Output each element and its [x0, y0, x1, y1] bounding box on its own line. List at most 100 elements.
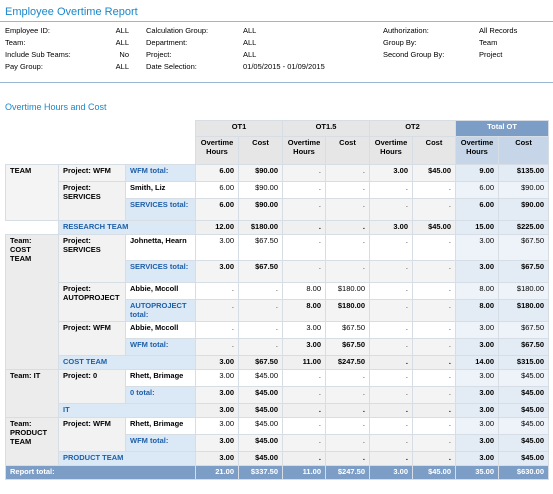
param-value: All Records	[479, 26, 518, 35]
project-label: Project: WFM	[58, 164, 126, 182]
cell-value: .	[282, 260, 327, 283]
table-row: Project: SERVICES Smith, Liz 6.00 $90.00…	[6, 181, 550, 221]
param-value: ALL	[243, 26, 257, 35]
report-total-row: Report total: 21.00 $337.50 11.00 $247.5…	[4, 465, 550, 480]
cell-value: .	[369, 434, 414, 452]
cell-value: .	[369, 321, 414, 339]
cell-value: 6.00	[195, 181, 240, 199]
param-label: Pay Group:	[5, 62, 43, 71]
cell-value: .	[369, 451, 414, 466]
cell-value: .	[282, 164, 327, 182]
cell-value: .	[412, 355, 457, 370]
col-header: Overtime Hours	[195, 136, 240, 165]
cell-value: .	[325, 260, 371, 283]
cell-value: .	[325, 369, 371, 387]
cell-value: 3.00	[455, 434, 500, 452]
cell-value: 6.00	[455, 198, 500, 221]
cell-value: .	[412, 282, 457, 300]
cell-value: .	[412, 181, 457, 199]
team-total-label: IT	[57, 403, 197, 418]
employee-name: Rhett, Brimage	[124, 417, 197, 435]
cell-value: .	[412, 260, 457, 283]
cell-value: 3.00	[455, 386, 500, 404]
cell-value: $90.00	[238, 181, 284, 199]
col-header: Cost	[238, 136, 284, 165]
param-label: Date Selection:	[146, 62, 197, 71]
cell-value: $45.00	[498, 386, 550, 404]
cell-value: .	[369, 338, 414, 356]
subtotal-label: WFM total:	[124, 164, 197, 182]
employee-name: Smith, Liz	[124, 181, 197, 199]
subtotal-label: WFM total:	[124, 338, 197, 356]
col-header: Cost	[498, 136, 550, 165]
cell-value: 21.00	[195, 465, 240, 480]
cell-value: $45.00	[412, 220, 457, 235]
param-row: Pay Group: ALL Date Selection: 01/05/201…	[5, 61, 548, 73]
cell-value: .	[325, 417, 371, 435]
cell-value: $45.00	[498, 434, 550, 452]
cell-value: .	[325, 220, 371, 235]
table-row: Project: AUTOPROJECT Abbie, Mccoll . . 8…	[6, 282, 550, 322]
cell-value: 3.00	[455, 369, 500, 387]
cell-value: $180.00	[325, 299, 371, 322]
param-value: ALL	[243, 50, 257, 59]
cell-value: $90.00	[498, 198, 550, 221]
table-row: Team: IT Project: 0 Rhett, Brimage 3.00 …	[5, 369, 550, 418]
cell-value: 3.00	[369, 465, 414, 480]
cell-value: $45.00	[412, 465, 457, 480]
cell-value: .	[325, 386, 371, 404]
cell-value: $180.00	[498, 299, 550, 322]
cell-value: $67.50	[498, 260, 550, 283]
cell-value: .	[238, 338, 284, 356]
cell-value: .	[412, 451, 457, 466]
cell-value: 3.00	[455, 321, 500, 339]
param-row: Employee ID: ALL Calculation Group: ALL …	[5, 25, 548, 37]
cell-value: $180.00	[325, 282, 371, 300]
cell-value: 14.00	[455, 355, 500, 370]
cell-value: 3.00	[195, 386, 240, 404]
cell-value: $630.00	[498, 465, 550, 480]
cell-value: 3.00	[455, 403, 500, 418]
col-group-total-ot: Total OT	[455, 120, 550, 137]
cell-value: 3.00	[455, 417, 500, 435]
cell-value: .	[282, 220, 327, 235]
param-label: Authorization:	[383, 26, 429, 35]
table-row: Team: COST TEAM Project: SERVICES Johnet…	[5, 234, 550, 370]
team-total-label: RESEARCH TEAM	[57, 220, 197, 235]
cell-value: .	[195, 282, 240, 300]
cell-value: $45.00	[498, 369, 550, 387]
param-value: No	[119, 50, 129, 59]
cell-value: 3.00	[195, 369, 240, 387]
col-group-ot1: OT1	[195, 120, 284, 137]
cell-value: $45.00	[238, 434, 284, 452]
param-value: ALL	[115, 38, 129, 47]
cell-value: $45.00	[498, 451, 550, 466]
param-label: Employee ID:	[5, 26, 51, 35]
cell-value: 3.00	[195, 451, 240, 466]
cell-value: .	[412, 234, 457, 261]
table-row: TEAM Project: WFM WFM total: 6.00 $90.00…	[5, 164, 550, 221]
cell-value: .	[282, 451, 327, 466]
param-label: Team:	[5, 38, 26, 47]
team-total-row: RESEARCH TEAM 12.00 $180.00 . . 3.00 $45…	[5, 220, 550, 235]
cell-value: 3.00	[195, 403, 240, 418]
cell-value: 3.00	[455, 260, 500, 283]
team-total-label: PRODUCT TEAM	[57, 451, 197, 466]
project-label: Project: AUTOPROJECT	[58, 282, 126, 322]
cell-value: $45.00	[238, 417, 284, 435]
param-value: ALL	[115, 26, 129, 35]
cell-value: $45.00	[498, 403, 550, 418]
cell-value: .	[282, 434, 327, 452]
param-value: Team	[479, 38, 498, 47]
cell-value: .	[412, 434, 457, 452]
cell-value: 8.00	[455, 282, 500, 300]
cell-value: $247.50	[325, 355, 371, 370]
report-parameters: Employee ID: ALL Calculation Group: ALL …	[5, 25, 548, 73]
team-label: TEAM	[5, 164, 59, 221]
project-label: Project: 0	[58, 369, 126, 404]
cell-value: .	[412, 198, 457, 221]
cell-value: .	[412, 417, 457, 435]
subtotal-label: WFM total:	[124, 434, 197, 452]
cell-value: .	[369, 260, 414, 283]
cell-value: .	[412, 299, 457, 322]
